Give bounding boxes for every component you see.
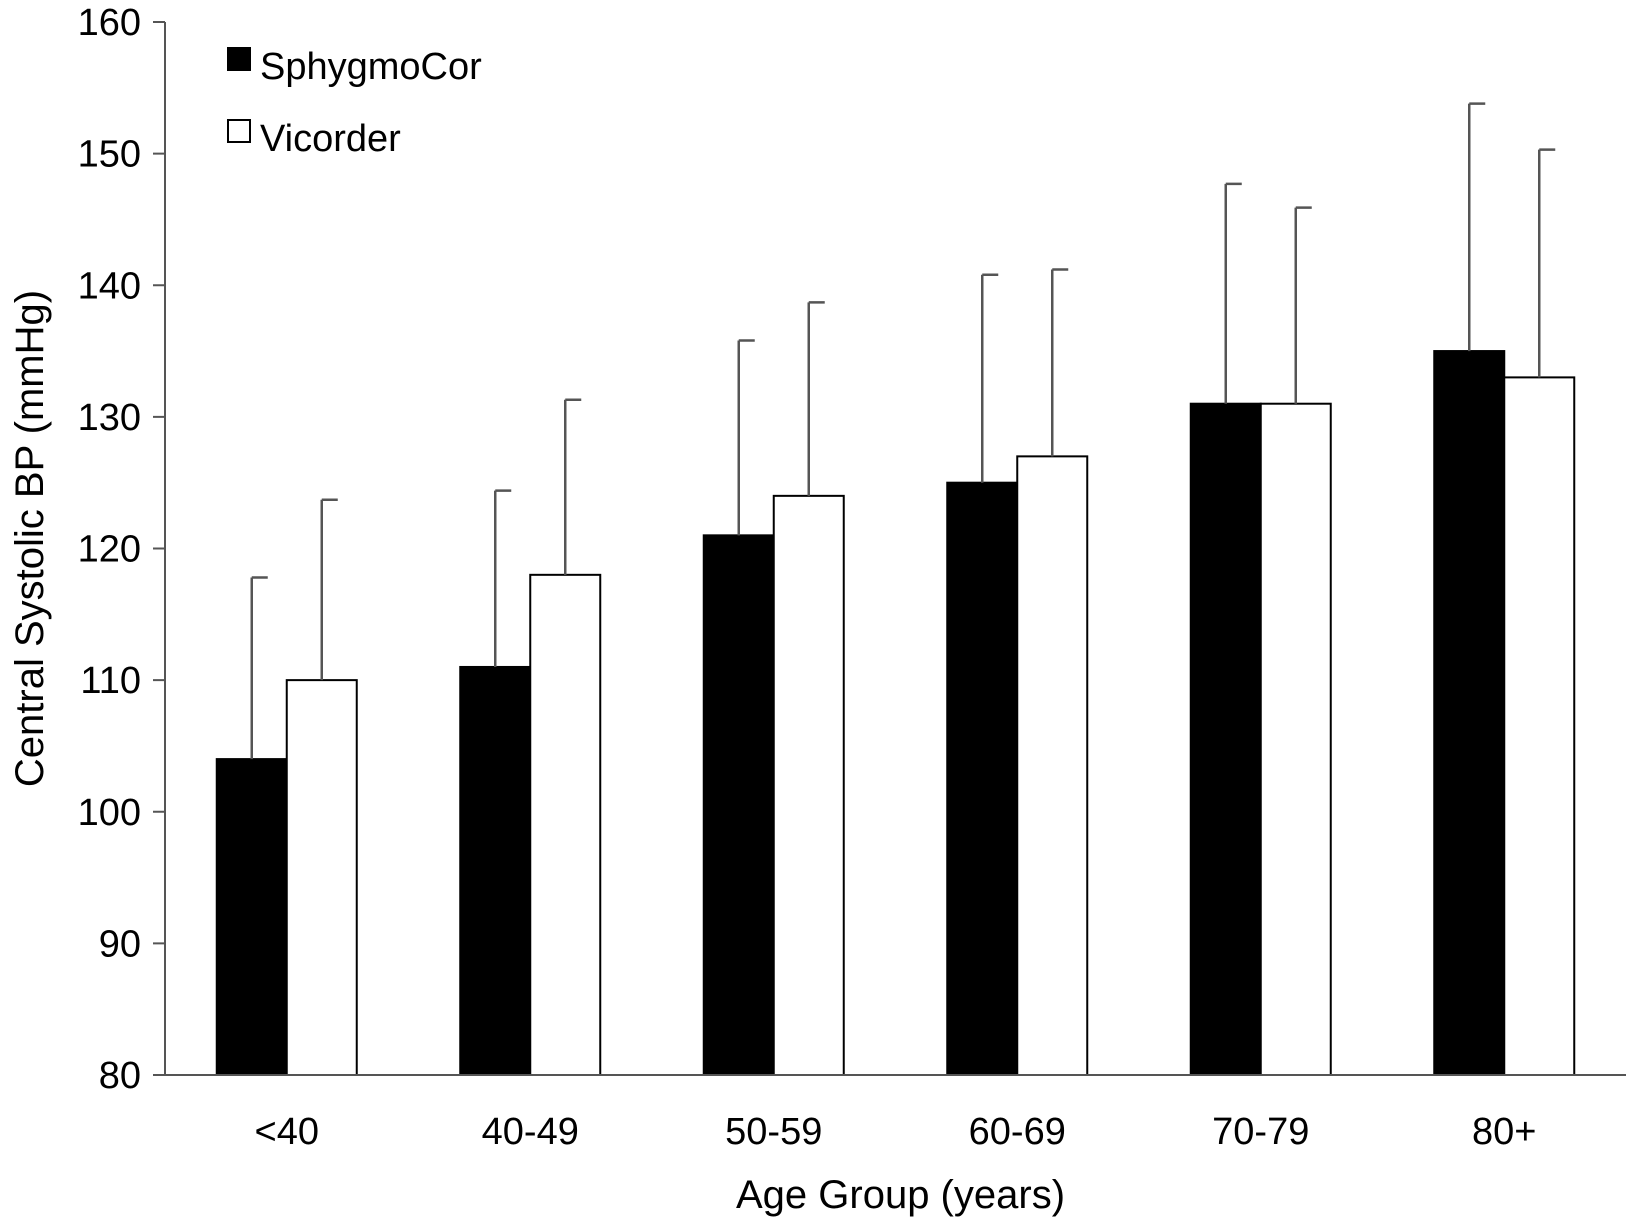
legend-label: SphygmoCor bbox=[260, 46, 482, 88]
x-axis-title: Age Group (years) bbox=[736, 1173, 1065, 1217]
bar-sphygmocor bbox=[459, 665, 532, 1077]
axes bbox=[164, 22, 1626, 1076]
legend-swatch-vicorder bbox=[227, 119, 251, 143]
y-tick-label: 150 bbox=[78, 134, 141, 176]
y-tick-label: 160 bbox=[78, 2, 141, 44]
error-bars bbox=[250, 102, 1556, 760]
bar-sphygmocor bbox=[1189, 402, 1262, 1076]
legend: SphygmoCor Vicorder bbox=[227, 46, 482, 160]
bar-sphygmocor bbox=[215, 758, 288, 1076]
bar-sphygmocor bbox=[946, 481, 1019, 1076]
y-axis-title: Central Systolic BP (mmHg) bbox=[8, 290, 52, 787]
x-axis-tick-labels: <40 40-49 50-59 60-69 70-79 80+ bbox=[255, 1111, 1537, 1153]
legend-swatch-sphygmocor bbox=[227, 47, 251, 71]
y-tick-label: 120 bbox=[78, 529, 141, 571]
legend-label: Vicorder bbox=[260, 118, 401, 160]
bar-vicorder bbox=[529, 573, 602, 1076]
x-tick-label: 80+ bbox=[1472, 1111, 1536, 1153]
bar-vicorder bbox=[1259, 402, 1332, 1076]
x-tick-label: 50-59 bbox=[725, 1111, 822, 1153]
x-tick-label: 40-49 bbox=[482, 1111, 579, 1153]
bar-vicorder bbox=[772, 494, 845, 1077]
x-tick-label: 70-79 bbox=[1212, 1111, 1309, 1153]
y-axis-ticks: 80 90 100 110 120 130 140 150 160 bbox=[78, 2, 165, 1097]
x-tick-label: <40 bbox=[255, 1111, 319, 1153]
y-tick-label: 90 bbox=[99, 923, 141, 965]
y-tick-label: 100 bbox=[78, 792, 141, 834]
bars bbox=[215, 350, 1576, 1077]
bar-vicorder bbox=[1016, 455, 1089, 1076]
y-tick-label: 130 bbox=[78, 397, 141, 439]
y-tick-label: 80 bbox=[99, 1055, 141, 1097]
y-tick-label: 110 bbox=[80, 660, 141, 702]
y-tick-label: 140 bbox=[78, 265, 141, 307]
bar-sphygmocor bbox=[702, 534, 775, 1076]
bar-sphygmocor bbox=[1433, 350, 1506, 1076]
x-tick-label: 60-69 bbox=[969, 1111, 1066, 1153]
bar-vicorder bbox=[1503, 376, 1576, 1076]
bar-vicorder bbox=[285, 679, 358, 1076]
